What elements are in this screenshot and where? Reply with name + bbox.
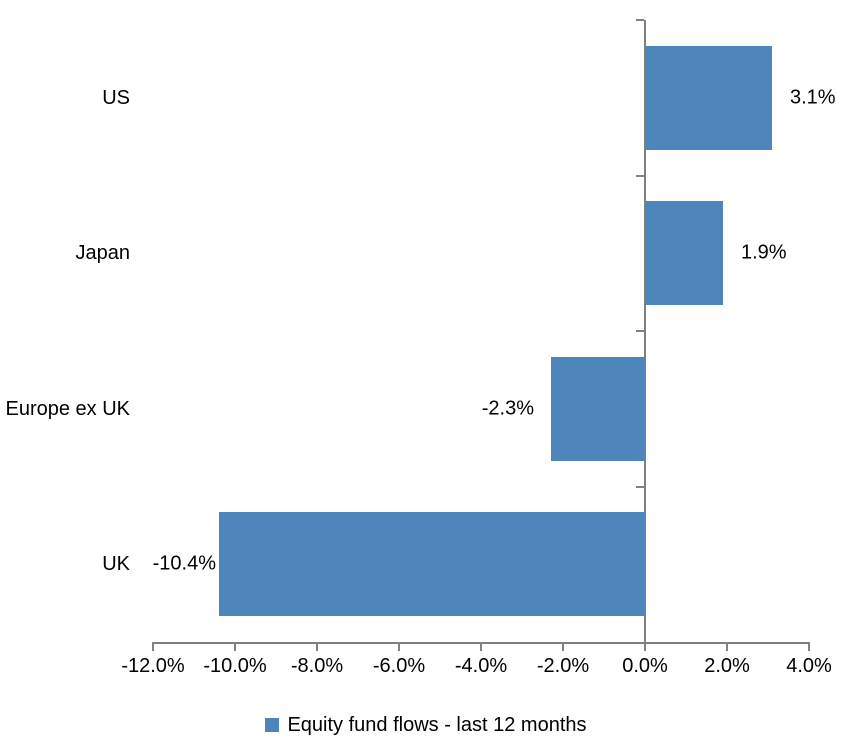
category-label: UK [102,553,130,575]
y-tick [636,486,644,488]
bar [645,201,723,305]
x-tick-label: -2.0% [536,655,590,677]
x-tick [480,642,482,651]
bar [551,357,645,461]
x-tick-label: 0.0% [622,655,668,677]
category-label: Europe ex UK [5,398,130,420]
x-tick-label: 4.0% [786,655,832,677]
category-label: Japan [75,242,131,264]
data-label: -2.3% [481,397,534,420]
x-tick [234,642,236,651]
x-tick-label: -6.0% [372,655,426,677]
x-tick [808,642,810,651]
legend-label: Equity fund flows - last 12 months [287,713,587,736]
legend-swatch-icon [265,718,280,732]
data-label: -10.4% [152,552,216,575]
y-tick [636,175,644,177]
x-tick-label: -4.0% [454,655,508,677]
zero-axis-line [644,20,646,651]
x-tick-label: -10.0% [203,655,267,677]
y-tick [636,330,644,332]
y-tick [636,19,644,21]
x-tick [726,642,728,651]
x-tick [398,642,400,651]
x-tick-label: -12.0% [121,655,185,677]
legend: Equity fund flows - last 12 months [0,711,852,739]
x-tick [316,642,318,651]
bar [219,512,645,616]
category-label: US [102,87,130,109]
x-tick [152,642,154,651]
x-tick-label: 2.0% [704,655,750,677]
bar [645,46,772,150]
x-tick [644,642,646,651]
x-tick [562,642,564,651]
data-label: 3.1% [790,86,836,109]
data-label: 1.9% [741,241,787,264]
x-tick-label: -8.0% [290,655,344,677]
